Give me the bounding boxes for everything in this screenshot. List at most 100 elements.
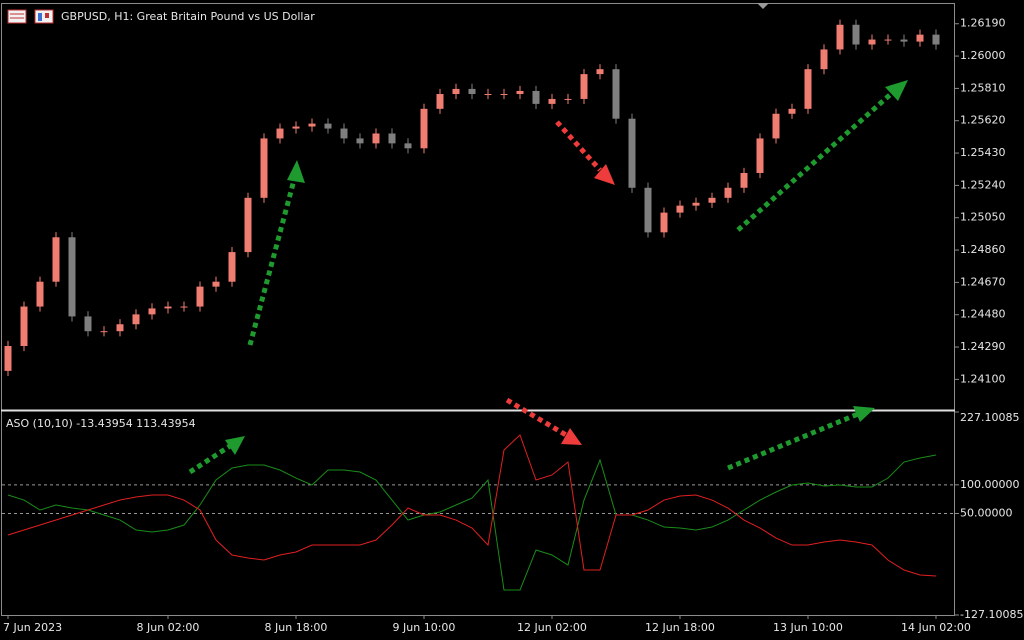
candle-body (196, 286, 204, 307)
candle-body (596, 69, 604, 75)
candle-body (756, 138, 764, 173)
y-tick-label: 1.25620 (960, 114, 1006, 127)
indicator-line (7, 454, 937, 591)
candle-body (340, 128, 348, 139)
x-tick-label: 8 Jun 18:00 (265, 621, 328, 634)
chart-title: GBPUSD, H1: Great Britain Pound vs US Do… (61, 10, 315, 23)
y-tick-label: 50.00000 (960, 507, 1013, 520)
candle-body (20, 306, 28, 347)
candle-body (932, 34, 940, 45)
arrow-head (885, 80, 908, 101)
candle-body (708, 197, 716, 203)
candle-body (100, 331, 108, 333)
candle-body (4, 346, 12, 371)
arrow-head (287, 160, 305, 183)
candle-body (740, 172, 748, 188)
y-tick-label: 1.24290 (960, 340, 1006, 353)
icon (45, 13, 49, 18)
candle-body (484, 94, 492, 96)
y-tick-label: 1.26190 (960, 17, 1006, 30)
candle-body (116, 324, 124, 332)
candle-body (628, 118, 636, 188)
candle-body (532, 90, 540, 104)
y-tick-label: 1.25810 (960, 81, 1006, 94)
candle-body (916, 34, 924, 42)
x-tick-label: 12 Jun 18:00 (645, 621, 715, 634)
candle-body (676, 205, 684, 213)
candle-body (804, 69, 812, 109)
y-tick-label: 1.24100 (960, 372, 1006, 385)
arrow-head (853, 406, 875, 422)
candle-body (724, 187, 732, 198)
x-tick-label: 9 Jun 10:00 (393, 621, 456, 634)
y-tick-label: 1.25050 (960, 211, 1006, 224)
candle-body (772, 113, 780, 139)
candle-body (868, 39, 876, 45)
arrow-head (594, 164, 615, 185)
indicator-line (7, 434, 937, 577)
x-tick-label: 7 Jun 2023 (3, 621, 62, 634)
y-tick-label: 1.25240 (960, 178, 1006, 191)
x-tick-label: 8 Jun 02:00 (137, 621, 200, 634)
icon (7, 9, 27, 24)
candle-body (308, 123, 316, 127)
y-tick-label: 1.24860 (960, 243, 1006, 256)
arrow (247, 179, 297, 346)
y-tick-label: 1.25430 (960, 146, 1006, 159)
candle-body (132, 314, 140, 325)
candle-body (612, 69, 620, 119)
candle-body (244, 197, 252, 253)
candle-body (84, 316, 92, 332)
candle-body (148, 308, 156, 315)
candle-body (372, 133, 380, 144)
arrow (505, 397, 568, 438)
shift-marker (757, 3, 769, 9)
candle-body (500, 94, 508, 96)
candle-body (884, 39, 892, 41)
candle-body (516, 90, 524, 95)
y-tick-label: 1.24670 (960, 275, 1006, 288)
candle-body (276, 128, 284, 139)
candle-body (404, 143, 412, 149)
candle-body (212, 281, 220, 287)
candle-body (292, 126, 300, 129)
arrow (727, 411, 859, 471)
x-tick-label: 14 Jun 02:00 (901, 621, 971, 634)
candle-body (836, 24, 844, 50)
arrow (555, 120, 602, 172)
arrow-head (561, 428, 582, 445)
indicator-title: ASO (10,10) -13.43954 113.43954 (6, 417, 196, 430)
candle-body (228, 252, 236, 282)
candle-body (820, 49, 828, 70)
x-tick-label: 13 Jun 10:00 (773, 621, 843, 634)
y-tick-label: 1.24480 (960, 308, 1006, 321)
candle-body (564, 98, 572, 100)
y-tick-label: 100.00000 (960, 478, 1020, 491)
y-tick-label: 1.26000 (960, 49, 1006, 62)
candle-body (452, 88, 460, 95)
icon (34, 9, 54, 24)
icon (38, 13, 42, 21)
arrow (188, 443, 232, 475)
candle-body (52, 237, 60, 282)
toolbar-icons (7, 9, 54, 24)
candle-body (36, 281, 44, 307)
candle-body (468, 88, 476, 95)
candle-body (660, 212, 668, 233)
candle-body (852, 24, 860, 45)
y-tick-label: 227.10085 (960, 411, 1020, 424)
candle-body (260, 138, 268, 198)
candle-body (788, 108, 796, 114)
candle-body (420, 108, 428, 149)
candle-body (644, 187, 652, 233)
candle-body (356, 138, 364, 144)
y-tick-label: -127.10085 (960, 608, 1023, 621)
candle-body (436, 94, 444, 109)
candle-body (68, 237, 76, 317)
x-tick-label: 12 Jun 02:00 (517, 621, 587, 634)
candle-body (580, 74, 588, 99)
candle-body (548, 98, 556, 104)
